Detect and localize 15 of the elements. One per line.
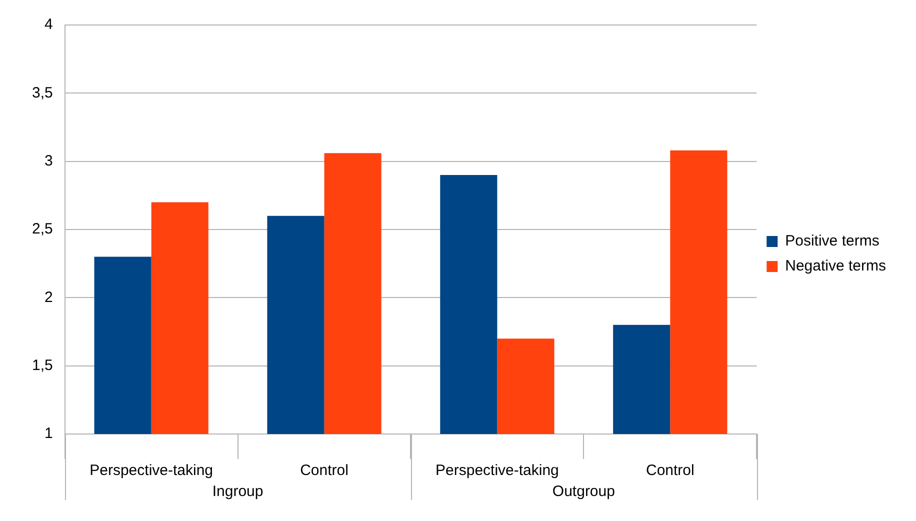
x-tick-label: Control	[646, 462, 694, 480]
y-tick-label: 3	[44, 152, 53, 170]
legend-label: Negative terms	[785, 258, 886, 275]
text: Ingroup	[212, 483, 264, 500]
x-tick-label: Perspective-taking	[90, 462, 214, 480]
legend-label: Positive terms	[785, 232, 880, 250]
y-tick-label: 4	[44, 16, 53, 34]
text: Outgroup	[552, 483, 615, 500]
x-tick-label: Control	[300, 462, 348, 480]
y-tick-label: 1,5	[32, 356, 53, 374]
y-tick-label: 1	[44, 425, 53, 442]
y-tick-label: 2	[44, 288, 53, 306]
y-tick-label: 3,5	[32, 84, 53, 102]
x-tick-label: Perspective-taking	[436, 462, 559, 480]
y-tick-label: 2,5	[32, 220, 53, 238]
